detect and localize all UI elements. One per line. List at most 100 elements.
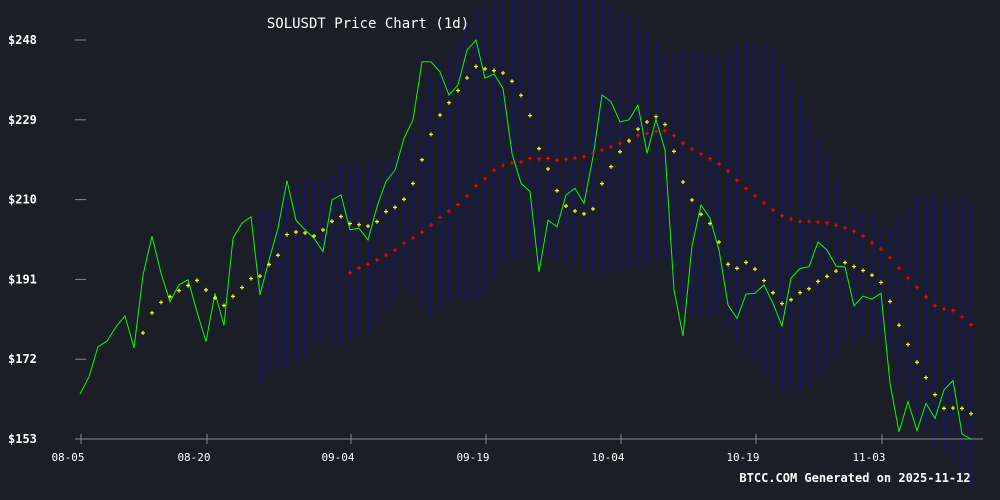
sma-7-point xyxy=(780,301,784,306)
sma-7-point xyxy=(771,290,775,295)
sma-7-point xyxy=(807,286,811,291)
y-axis-ticks: $248 $229 $210 $191 $172 $153 xyxy=(8,33,86,446)
sma-30-point xyxy=(384,252,388,257)
sma-7-point xyxy=(546,166,550,171)
sma-30-point xyxy=(438,215,442,220)
sma-30-point xyxy=(420,230,424,235)
sma-30-point xyxy=(762,200,766,205)
sma-30-point xyxy=(402,241,406,246)
y-tick-label: $229 xyxy=(8,113,37,127)
y-tick-label: $153 xyxy=(8,432,37,446)
sma-30-point xyxy=(789,216,793,221)
sma-7-point xyxy=(186,283,190,288)
sma-30-point xyxy=(843,225,847,230)
x-tick-label: 08-20 xyxy=(177,451,210,464)
sma-7-point xyxy=(492,68,496,73)
sma-30-point xyxy=(645,131,649,136)
sma-30-point xyxy=(969,322,973,327)
sma-30-point xyxy=(582,154,586,159)
sma-7-point xyxy=(951,406,955,411)
sma-7-point xyxy=(222,303,226,308)
sma-30-point xyxy=(609,144,613,149)
sma-7-point xyxy=(348,221,352,226)
sma-7-point xyxy=(501,70,505,75)
sma-7-point xyxy=(591,206,595,211)
sma-30-point xyxy=(519,159,523,164)
sma-30-point xyxy=(753,193,757,198)
sma-7-point xyxy=(483,66,487,71)
sma-30-point xyxy=(672,133,676,138)
sma-30-point xyxy=(564,157,568,162)
sma-30-point xyxy=(798,219,802,224)
sma-7-point xyxy=(582,211,586,216)
sma-7-markers xyxy=(141,64,973,416)
sma-7-point xyxy=(690,197,694,202)
close-price-line xyxy=(79,38,972,440)
sma-7-point xyxy=(924,375,928,380)
sma-30-point xyxy=(510,160,514,165)
sma-30-point xyxy=(915,285,919,290)
sma-7-point xyxy=(645,119,649,124)
sma-30-point xyxy=(897,266,901,271)
sma-7-point xyxy=(510,79,514,84)
sma-7-point xyxy=(663,122,667,127)
sma-30-point xyxy=(501,163,505,168)
y-tick-label: $248 xyxy=(8,33,37,47)
sma-30-point xyxy=(348,270,352,275)
sma-30-point xyxy=(816,220,820,225)
sma-7-point xyxy=(411,181,415,186)
x-tick-label: 10-04 xyxy=(591,451,624,464)
sma-7-point xyxy=(150,310,154,315)
sma-30-point xyxy=(807,219,811,224)
sma-7-point xyxy=(915,360,919,365)
sma-30-point xyxy=(465,193,469,198)
sma-30-point xyxy=(654,129,658,134)
sma-30-point xyxy=(573,155,577,160)
sma-7-point xyxy=(897,323,901,328)
sma-30-point xyxy=(357,265,361,270)
sma-30-point xyxy=(942,307,946,312)
sma-7-point xyxy=(537,146,541,151)
sma-30-point xyxy=(681,140,685,145)
sma-30-point xyxy=(636,133,640,138)
sma-7-point xyxy=(960,406,964,411)
sma-30-point xyxy=(591,151,595,156)
sma-7-point xyxy=(366,224,370,229)
sma-7-point xyxy=(429,132,433,137)
sma-7-point xyxy=(339,214,343,219)
sma-7-point xyxy=(294,230,298,234)
x-tick-label: 11-03 xyxy=(852,451,885,464)
sma-30-point xyxy=(699,151,703,156)
sma-7-point xyxy=(519,93,523,98)
sma-7-point xyxy=(384,209,388,214)
x-axis-ticks: 08-05 08-20 09-04 09-19 10-04 10-19 11-03 xyxy=(51,434,886,464)
sma-7-point xyxy=(600,181,604,186)
sma-7-point xyxy=(456,88,460,93)
sma-7-point xyxy=(159,300,163,305)
sma-7-point xyxy=(636,127,640,132)
sma-30-point xyxy=(780,213,784,218)
sma-30-point xyxy=(861,233,865,238)
x-tick-label: 09-04 xyxy=(321,451,354,464)
sma-30-point xyxy=(888,255,892,260)
sma-7-point xyxy=(942,406,946,411)
sma-7-point xyxy=(816,279,820,284)
sma-30-point xyxy=(474,183,478,188)
sma-30-point xyxy=(951,308,955,313)
sma-30-point xyxy=(924,294,928,299)
x-tick-label: 10-19 xyxy=(726,451,759,464)
sma-30-point xyxy=(456,202,460,207)
sma-30-point xyxy=(717,161,721,166)
sma-7-point xyxy=(141,330,145,335)
sma-7-point xyxy=(438,113,442,118)
sma-7-point xyxy=(177,288,181,293)
sma-7-point xyxy=(753,267,757,272)
sma-30-point xyxy=(726,169,730,174)
sma-30-point xyxy=(834,223,838,228)
sma-7-point xyxy=(195,278,199,283)
sma-7-point xyxy=(888,299,892,304)
sma-30-point xyxy=(366,262,370,267)
sma-7-point xyxy=(312,234,316,239)
sma-7-point xyxy=(231,294,235,299)
sma-30-point xyxy=(528,156,532,161)
